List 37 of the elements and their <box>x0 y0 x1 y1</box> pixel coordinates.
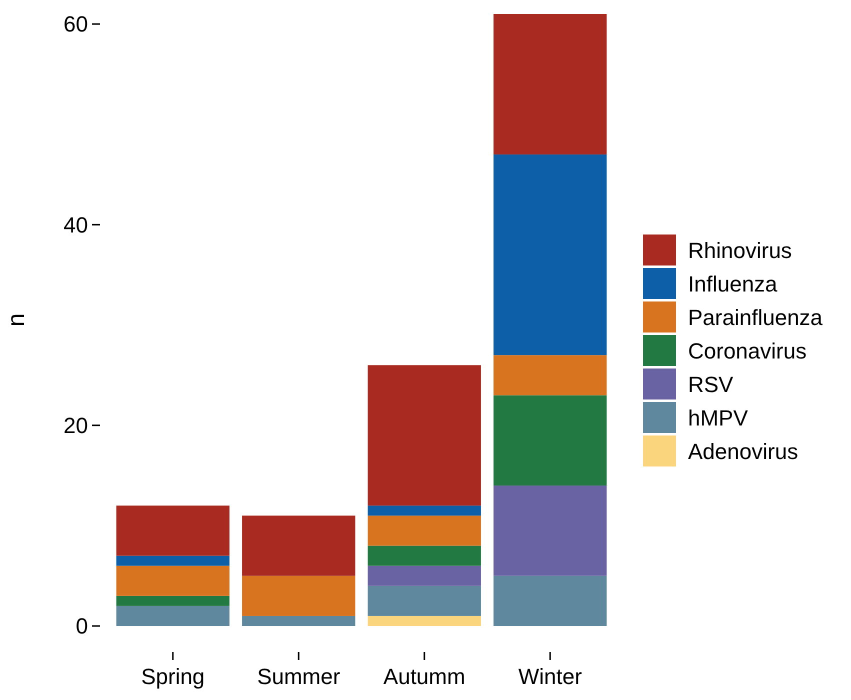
bar <box>116 556 230 566</box>
bar <box>116 606 230 626</box>
y-tick-label: 0 <box>76 614 88 639</box>
bar <box>368 546 481 566</box>
legend-label: Coronavirus <box>688 338 807 364</box>
bar <box>116 506 230 556</box>
bar <box>368 616 481 626</box>
bar <box>242 616 356 626</box>
legend-label: hMPV <box>688 406 748 431</box>
bar <box>368 586 481 616</box>
bar <box>494 576 607 626</box>
bar <box>494 486 607 576</box>
bar <box>494 355 607 396</box>
y-tick-label: 20 <box>64 413 88 438</box>
x-tick-label: Autumm <box>383 664 466 689</box>
y-axis-title: n <box>3 313 30 327</box>
bar <box>368 365 481 506</box>
y-tick-label: 40 <box>64 212 88 238</box>
bar <box>494 395 607 486</box>
legend-label: RSV <box>688 372 734 398</box>
bar <box>242 516 356 576</box>
bar <box>368 566 481 586</box>
bar <box>368 516 481 546</box>
x-tick-label: Winter <box>518 664 582 689</box>
bar <box>494 154 607 356</box>
legend-label: Influenza <box>688 272 778 297</box>
legend-label: Adenovirus <box>688 439 798 464</box>
y-tick-label: 60 <box>64 12 88 37</box>
bar <box>494 14 607 154</box>
x-tick-label: Summer <box>257 664 340 689</box>
bar <box>242 576 356 616</box>
legend-label: Rhinovirus <box>688 238 792 264</box>
bar <box>368 506 481 516</box>
bar <box>116 566 230 596</box>
bar <box>116 596 230 606</box>
legend-label: Parainfluenza <box>688 305 824 330</box>
x-tick-label: Spring <box>141 664 205 689</box>
